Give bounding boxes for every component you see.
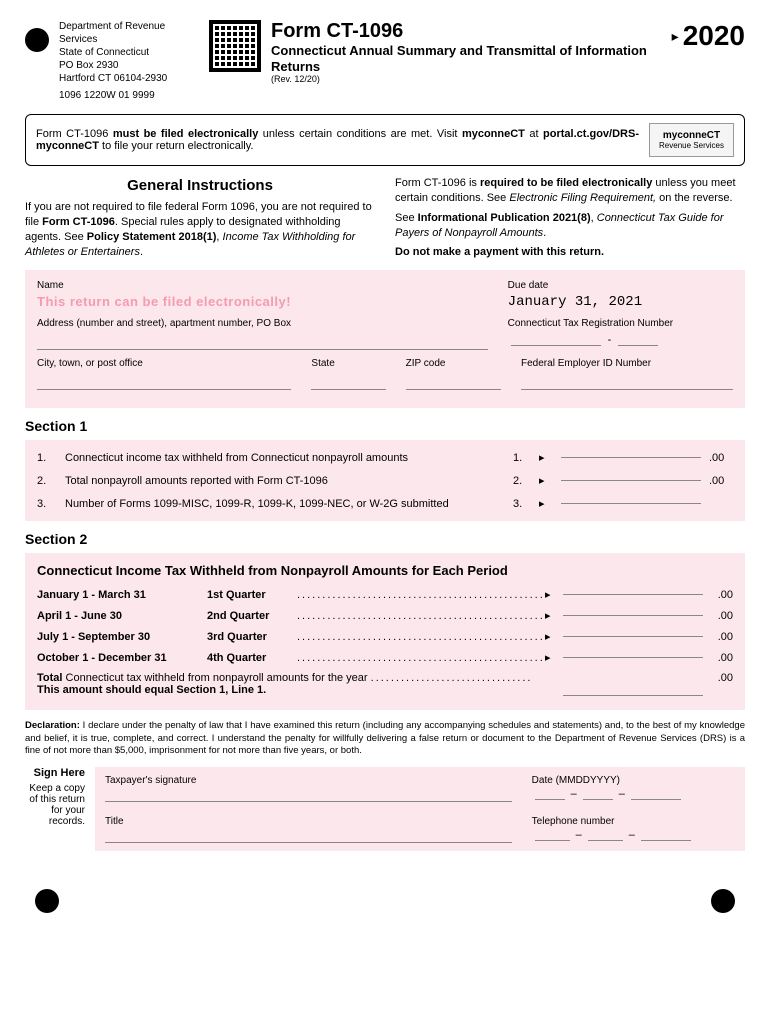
dept-line: State of Connecticut: [59, 46, 199, 59]
tax-year: 2020: [683, 20, 745, 52]
form-subtitle: Connecticut Annual Summary and Transmitt…: [271, 43, 662, 74]
section1-header: Section 1: [25, 418, 745, 434]
name-field[interactable]: Name This return can be filed electronic…: [37, 280, 488, 310]
section2-subtitle: Connecticut Income Tax Withheld from Non…: [37, 563, 733, 578]
arrow-icon: ▸: [539, 451, 553, 464]
arrow-icon: ▸: [545, 651, 563, 664]
section1-line2[interactable]: 2. Total nonpayroll amounts reported wit…: [25, 469, 745, 492]
q4-row[interactable]: October 1 - December 31 4th Quarter ....…: [37, 647, 733, 668]
form-title: Form CT-1096: [271, 20, 662, 43]
alignment-dot-br: [711, 889, 735, 913]
section2-header: Section 2: [25, 531, 745, 547]
city-field[interactable]: City, town, or post office: [37, 358, 291, 390]
due-date-value: January 31, 2021: [508, 294, 733, 310]
instructions-left: General Instructions If you are not requ…: [25, 176, 375, 260]
dept-line: PO Box 2930: [59, 59, 199, 72]
section1-line3[interactable]: 3. Number of Forms 1099-MISC, 1099-R, 10…: [25, 492, 745, 515]
state-field[interactable]: State: [311, 358, 385, 390]
footer-dots: [25, 881, 745, 913]
section1-body: 1. Connecticut income tax withheld from …: [25, 440, 745, 521]
section2-body: Connecticut Income Tax Withheld from Non…: [25, 553, 745, 710]
qr-code-icon: [209, 20, 261, 72]
alignment-dot-bl: [35, 889, 59, 913]
dept-line: 1096 1220W 01 9999: [59, 89, 199, 102]
instructions-right: Form CT-1096 is required to be filed ele…: [395, 176, 745, 260]
year-arrow-icon: ▸: [672, 28, 679, 45]
due-date-field: Due date January 31, 2021: [508, 280, 733, 310]
title-field[interactable]: Title: [105, 816, 512, 843]
myconnect-logo: myconneCT Revenue Services: [649, 123, 734, 157]
q2-row[interactable]: April 1 - June 30 2nd Quarter ..........…: [37, 605, 733, 626]
q3-row[interactable]: July 1 - September 30 3rd Quarter ......…: [37, 626, 733, 647]
department-address: Department of Revenue Services State of …: [59, 20, 199, 102]
date-field[interactable]: Date (MMDDYYYY) – –: [532, 775, 735, 802]
fein-field[interactable]: Federal Employer ID Number: [521, 358, 733, 390]
signature-fields: Taxpayer's signature Date (MMDDYYYY) – –…: [95, 767, 745, 851]
signature-area: Sign Here Keep a copy of this return for…: [25, 767, 745, 851]
arrow-icon: ▸: [545, 588, 563, 601]
instructions-title: General Instructions: [25, 176, 375, 196]
sign-here-label: Sign Here Keep a copy of this return for…: [25, 767, 85, 827]
signature-field[interactable]: Taxpayer's signature: [105, 775, 512, 802]
payer-info-area: Name This return can be filed electronic…: [25, 270, 745, 408]
zip-field[interactable]: ZIP code: [406, 358, 501, 390]
revision: (Rev. 12/20): [271, 74, 662, 84]
efile-watermark: This return can be filed electronically!: [37, 294, 488, 309]
declaration: Declaration: I declare under the penalty…: [25, 720, 745, 757]
address-field[interactable]: Address (number and street), apartment n…: [37, 318, 488, 350]
arrow-icon: ▸: [545, 609, 563, 622]
year-block: ▸ 2020: [672, 20, 745, 52]
dept-line: Hartford CT 06104-2930: [59, 72, 199, 85]
efile-notice: Form CT-1096 must be filed electronicall…: [25, 114, 745, 166]
general-instructions: General Instructions If you are not requ…: [25, 176, 745, 260]
section1-line1[interactable]: 1. Connecticut income tax withheld from …: [25, 446, 745, 469]
arrow-icon: ▸: [539, 474, 553, 487]
section2-total[interactable]: Total Connecticut tax withheld from nonp…: [37, 668, 733, 700]
ct-reg-field[interactable]: Connecticut Tax Registration Number -: [508, 318, 733, 350]
arrow-icon: ▸: [545, 630, 563, 643]
arrow-icon: ▸: [539, 497, 553, 510]
notice-text: Form CT-1096 must be filed electronicall…: [36, 128, 639, 152]
dept-line: Department of Revenue Services: [59, 20, 199, 46]
phone-field[interactable]: Telephone number – –: [532, 816, 735, 843]
title-block: Form CT-1096 Connecticut Annual Summary …: [271, 20, 662, 84]
form-header: Department of Revenue Services State of …: [25, 20, 745, 102]
alignment-dot-tl: [25, 28, 49, 52]
q1-row[interactable]: January 1 - March 31 1st Quarter .......…: [37, 584, 733, 605]
